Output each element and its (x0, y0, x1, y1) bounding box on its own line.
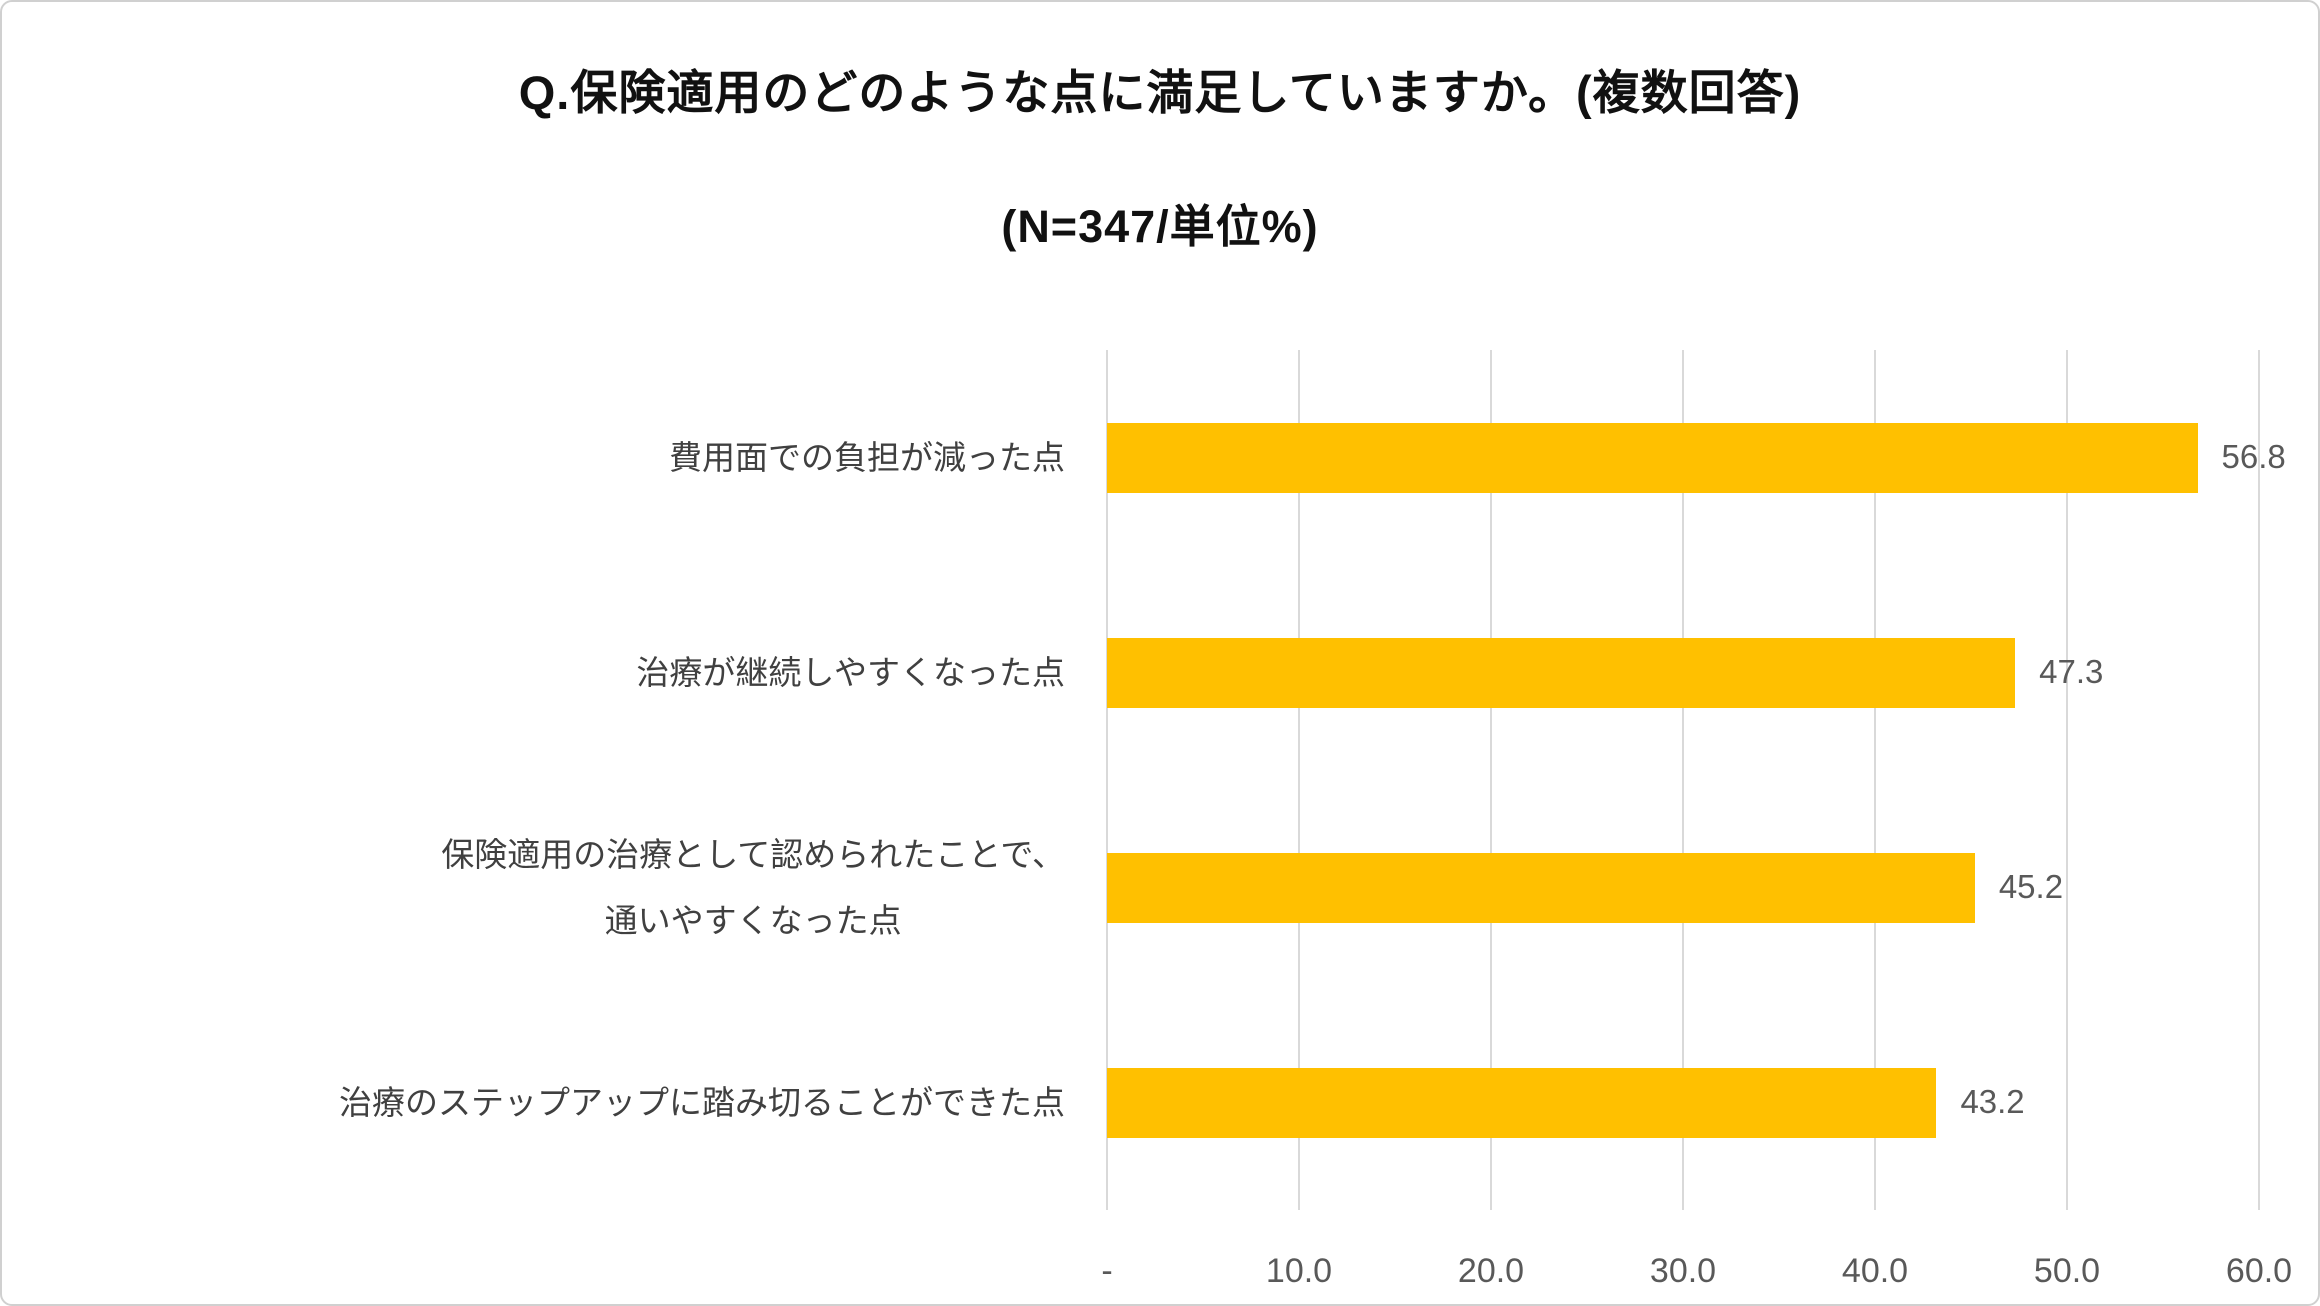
x-tick-label: 50.0 (2033, 1252, 2101, 1290)
category-label: 治療のステップアップに踏み切ることができた点 (339, 1083, 1065, 1121)
bar-value-label: 47.3 (2039, 652, 2104, 690)
bar-value-label: 45.2 (1998, 867, 2064, 905)
gridline (2066, 350, 2068, 1210)
gridline (1874, 350, 1876, 1210)
x-tick-label: 20.0 (1457, 1252, 1525, 1290)
bar (1107, 422, 2198, 493)
x-tick-label: - (1101, 1252, 1113, 1290)
gridline (1298, 350, 1300, 1210)
gridline (1106, 350, 1108, 1210)
gridline (1682, 350, 1684, 1210)
category-label: 費用面での負担が減った点 (669, 438, 1065, 476)
x-tick-label: 30.0 (1649, 1252, 1717, 1290)
bar (1107, 852, 1975, 923)
x-tick-label: 40.0 (1841, 1252, 1909, 1290)
category-label: 治療が継続しやすくなった点 (636, 653, 1065, 691)
bar (1107, 1067, 1937, 1138)
chart-subtitle: (N=347/単位%) (1001, 201, 1319, 252)
chart-title: Q.保険適用のどのような点に満足していますか。(複数回答) (518, 66, 1802, 119)
x-tick-label: 60.0 (2225, 1252, 2293, 1290)
bar-value-label: 43.2 (1960, 1082, 2025, 1120)
bar (1107, 637, 2016, 708)
x-tick-label: 10.0 (1265, 1252, 1333, 1290)
gridline (1490, 350, 1492, 1210)
bar-value-label: 56.8 (2221, 437, 2286, 475)
gridline (2258, 350, 2260, 1210)
category-label: 保険適用の治療として認められたことで、 通いやすくなった点 (441, 835, 1065, 939)
